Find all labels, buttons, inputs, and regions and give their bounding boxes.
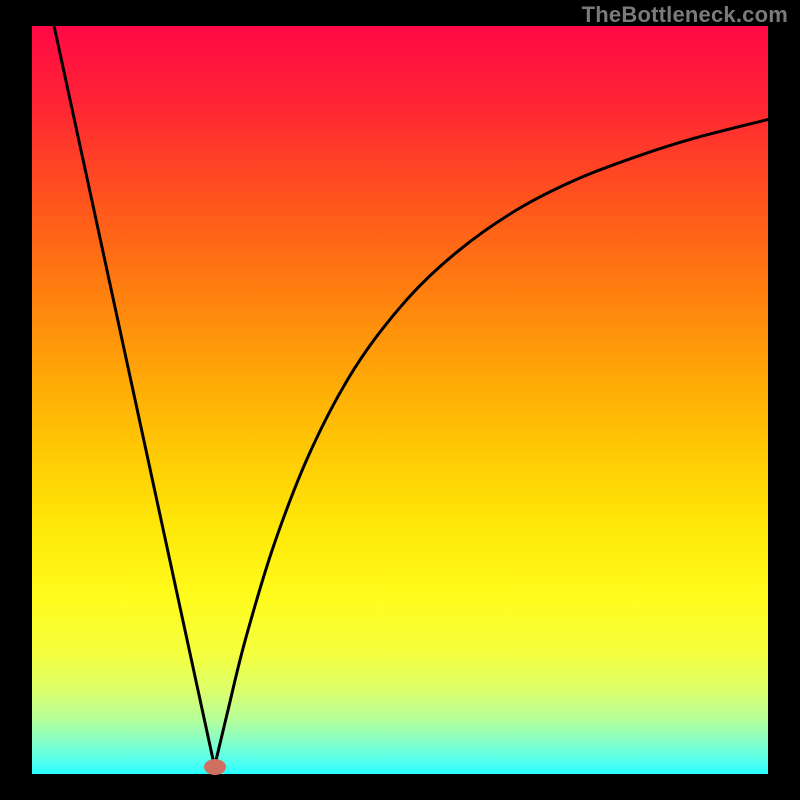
- plot-area: [32, 26, 768, 774]
- bottleneck-curve: [54, 26, 768, 767]
- minimum-marker: [204, 759, 226, 775]
- chart-container: TheBottleneck.com: [0, 0, 800, 800]
- curve-layer: [32, 26, 768, 774]
- watermark-text: TheBottleneck.com: [582, 2, 788, 28]
